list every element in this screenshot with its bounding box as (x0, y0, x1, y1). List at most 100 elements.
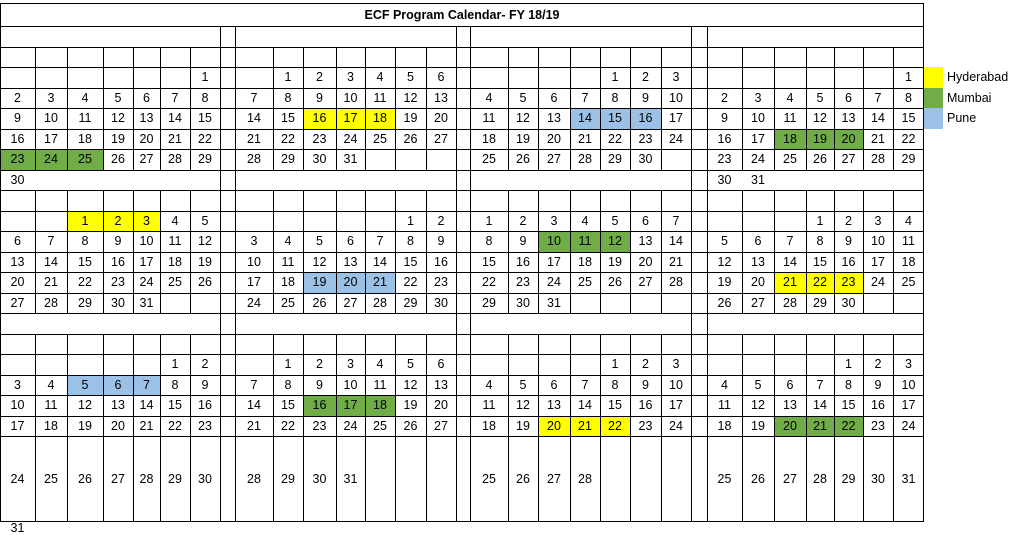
day-cell: 27 (751, 295, 765, 310)
day-cell: 28 (871, 152, 885, 167)
day-cell: 1 (611, 357, 619, 372)
weekday-header (806, 334, 834, 355)
grid-line (774, 190, 775, 314)
day-cell: 28 (139, 471, 154, 486)
month-header (0, 313, 220, 334)
day-cell: 14 (44, 254, 58, 269)
day-cell: 29 (813, 295, 827, 310)
weekday-header (426, 334, 456, 355)
grid-line (190, 190, 191, 314)
weekday-header (336, 190, 365, 211)
day-cell: 6 (642, 213, 649, 228)
weekday-header (336, 334, 365, 355)
day-cell: 4 (47, 377, 55, 392)
day-cell: 4 (81, 90, 89, 105)
day-cell: 18 (717, 418, 732, 433)
grid-line (0, 313, 924, 314)
day-cell: 12 (516, 111, 530, 126)
day-cell: 17 (336, 395, 365, 416)
day-cell: 22 (403, 275, 418, 290)
day-cell: 24 (343, 418, 358, 433)
grid-line (426, 333, 427, 522)
day-cell: 25 (67, 149, 103, 170)
day-cell: 12 (403, 90, 418, 105)
day-cell: 2 (103, 210, 133, 231)
day-cell: 14 (139, 398, 154, 413)
weekday-header (570, 190, 600, 211)
day-cell: 17 (669, 398, 683, 413)
day-cell: 15 (813, 254, 827, 269)
grid-line (570, 190, 571, 314)
day-cell: 11 (44, 398, 58, 413)
grid-line (190, 333, 191, 522)
weekday-header (470, 190, 508, 211)
grid-line (133, 190, 134, 314)
day-cell: 19 (78, 418, 92, 433)
day-cell: 23 (434, 275, 448, 290)
day-cell: 25 (373, 131, 387, 146)
grid-line (630, 333, 631, 522)
month-header (470, 313, 691, 334)
grid-line (0, 210, 924, 212)
day-cell: 10 (871, 234, 885, 249)
day-cell: 3 (905, 357, 912, 372)
day-cell: 5 (754, 377, 762, 392)
day-cell: 11 (281, 254, 295, 269)
month-header (235, 26, 456, 47)
day-cell: 4 (721, 377, 728, 392)
grid-line (0, 26, 924, 27)
day-cell: 30 (871, 471, 885, 486)
day-cell: 13 (139, 111, 154, 126)
grid-line (923, 3, 924, 522)
weekday-header (103, 47, 133, 68)
day-cell: 29 (901, 152, 916, 167)
day-cell: 14 (247, 111, 261, 126)
grid-line (661, 46, 662, 171)
day-cell: 22 (168, 418, 182, 433)
day-cell: 27 (10, 295, 25, 310)
day-cell: 13 (638, 234, 653, 249)
day-cell: 20 (547, 131, 561, 146)
weekday-header (508, 47, 538, 68)
month-header (470, 170, 691, 191)
day-cell: 26 (751, 471, 765, 486)
day-cell: 26 (516, 152, 530, 167)
day-cell: 24 (751, 152, 765, 167)
weekday-header (303, 190, 336, 211)
day-cell: 12 (198, 234, 212, 249)
day-cell: 30 (434, 295, 448, 310)
grid-line (0, 415, 924, 417)
day-cell: 28 (44, 295, 58, 310)
day-cell: 14 (168, 111, 182, 126)
grid-line (35, 46, 36, 171)
day-cell: 30 (841, 295, 856, 310)
day-cell: 29 (281, 471, 295, 486)
grid-line (235, 26, 236, 171)
day-cell: 31 (139, 295, 154, 310)
day-cell: 24 (669, 418, 683, 433)
day-cell: 21 (247, 418, 261, 433)
grid-line (0, 374, 924, 376)
weekday-header (707, 47, 742, 68)
weekday-header (863, 334, 893, 355)
weekday-header (470, 334, 508, 355)
day-cell: 6 (550, 377, 558, 392)
day-cell: 17 (10, 418, 25, 433)
weekday-header (707, 190, 742, 211)
day-cell: 1 (284, 70, 292, 85)
day-cell: 21 (570, 415, 600, 436)
day-cell: 16 (638, 398, 653, 413)
weekday-header (365, 47, 395, 68)
day-cell: 8 (171, 377, 179, 392)
weekday-header (67, 334, 103, 355)
grid-line (35, 190, 36, 314)
grid-line (742, 190, 743, 314)
day-cell: 10 (247, 254, 261, 269)
day-cell: 2 (874, 357, 882, 372)
day-cell: 2 (14, 90, 21, 105)
day-cell: 2 (642, 357, 649, 372)
day-cell: 10 (669, 377, 683, 392)
page-title: ECF Program Calendar- FY 18/19 (364, 7, 560, 22)
day-cell: 18 (774, 128, 806, 149)
day-cell: 28 (578, 471, 592, 486)
